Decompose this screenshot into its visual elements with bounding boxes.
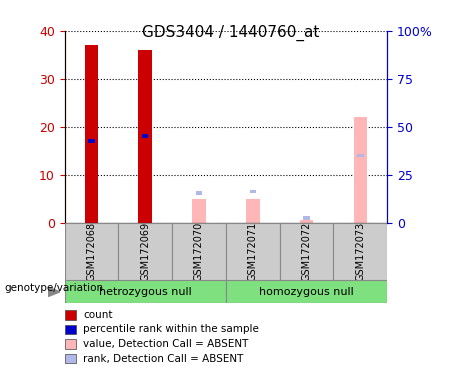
Text: hetrozygous null: hetrozygous null (99, 287, 192, 297)
FancyBboxPatch shape (280, 223, 333, 280)
Text: GSM172072: GSM172072 (301, 222, 312, 281)
Text: GSM172068: GSM172068 (86, 222, 96, 281)
FancyBboxPatch shape (118, 223, 172, 280)
FancyBboxPatch shape (65, 280, 226, 303)
Text: GSM172071: GSM172071 (248, 222, 258, 281)
Bar (249, 190, 256, 194)
Text: percentile rank within the sample: percentile rank within the sample (83, 324, 259, 334)
Bar (85, 45, 98, 223)
Bar (357, 154, 364, 157)
Text: genotype/variation: genotype/variation (5, 283, 104, 293)
Text: homozygous null: homozygous null (259, 287, 354, 297)
Bar (196, 191, 202, 195)
FancyBboxPatch shape (226, 223, 280, 280)
FancyBboxPatch shape (226, 280, 387, 303)
Bar (300, 220, 313, 223)
Bar (88, 139, 95, 143)
Bar (303, 217, 310, 220)
Text: GSM172069: GSM172069 (140, 222, 150, 281)
Bar (192, 199, 206, 223)
Text: GSM172073: GSM172073 (355, 222, 366, 281)
Text: GDS3404 / 1440760_at: GDS3404 / 1440760_at (142, 25, 319, 41)
Bar (354, 117, 367, 223)
FancyBboxPatch shape (65, 223, 118, 280)
Bar (142, 134, 148, 138)
Text: count: count (83, 310, 112, 320)
Text: value, Detection Call = ABSENT: value, Detection Call = ABSENT (83, 339, 248, 349)
Bar (138, 50, 152, 223)
Polygon shape (48, 287, 60, 296)
FancyBboxPatch shape (172, 223, 226, 280)
Text: rank, Detection Call = ABSENT: rank, Detection Call = ABSENT (83, 354, 243, 364)
FancyBboxPatch shape (333, 223, 387, 280)
Bar (246, 199, 260, 223)
Text: GSM172070: GSM172070 (194, 222, 204, 281)
